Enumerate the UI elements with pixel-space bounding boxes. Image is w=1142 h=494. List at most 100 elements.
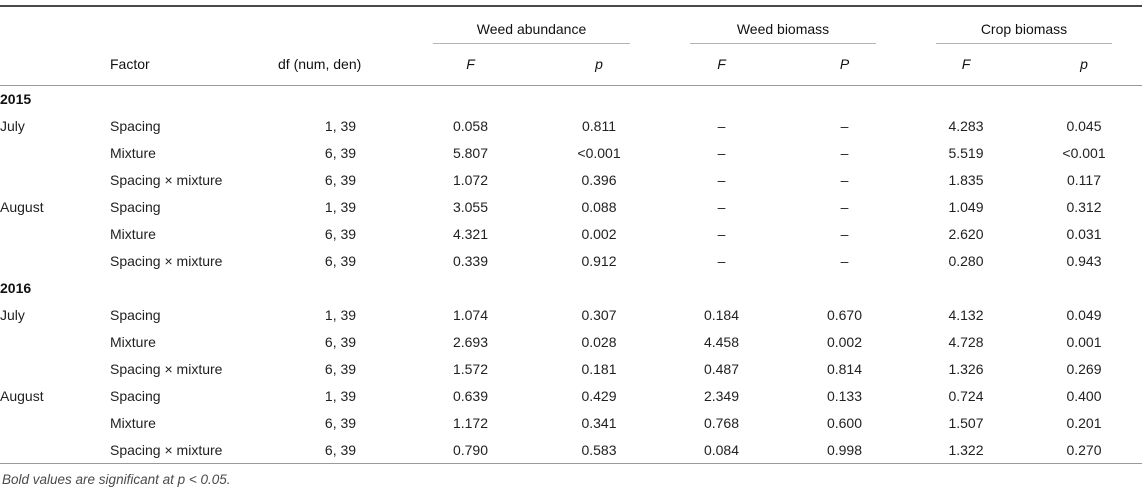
wa-p-cell: 0.181: [581, 360, 617, 377]
cb-f-cell: 4.728: [948, 333, 984, 350]
group-header-weed-biomass: Weed biomass: [660, 6, 906, 44]
wa-p-cell: 0.341: [581, 414, 617, 431]
sub-header-row: Factor df (num, den) F p F P F p: [0, 44, 1142, 85]
month-cell: [0, 247, 110, 274]
cb-p-cell: 0.400: [1066, 387, 1102, 404]
wa-f-cell: 4.321: [452, 225, 489, 242]
cb-p-cell: 0.943: [1066, 252, 1102, 269]
wb-f-cell: 4.458: [703, 333, 740, 350]
month-cell: July: [0, 306, 25, 323]
wa-f-cell: 1.074: [452, 306, 489, 323]
df-cell: 6, 39: [324, 414, 357, 431]
cb-p-cell: 0.312: [1066, 198, 1102, 215]
cb-p-cell: 0.001: [1066, 333, 1102, 350]
df-cell: 6, 39: [324, 144, 357, 161]
wb-p-cell: 0.814: [826, 360, 863, 377]
wb-f-cell: –: [717, 117, 726, 134]
cb-f-cell: 1.326: [948, 360, 984, 377]
cb-f-cell: 1.835: [948, 171, 984, 188]
cb-p-cell: 0.117: [1067, 171, 1101, 188]
cb-f-cell: 1.507: [948, 414, 984, 431]
wb-f-cell: –: [717, 144, 726, 161]
year-row-2016: 2016: [0, 274, 1142, 301]
group-label: Weed abundance: [476, 21, 587, 37]
wa-f-cell: 3.055: [452, 198, 489, 215]
wb-p-cell: 0.600: [826, 414, 863, 431]
table-row: July Spacing 1, 39 1.074 0.307 0.184 0.6…: [0, 301, 1142, 328]
cb-f-cell: 1.322: [948, 441, 984, 458]
month-cell: [0, 139, 110, 166]
month-cell: August: [0, 198, 44, 215]
wa-f-cell: 1.172: [452, 414, 489, 431]
empty-header-cell: [110, 6, 278, 44]
year-row-2015: 2015: [0, 85, 1142, 112]
month-cell: [0, 436, 110, 463]
factor-cell: Spacing × mixture: [110, 441, 223, 458]
year-label: 2016: [0, 279, 32, 296]
wb-p-cell: 0.998: [826, 441, 863, 458]
table-row: August Spacing 1, 39 0.639 0.429 2.349 0…: [0, 382, 1142, 409]
weed-abundance-f-header: F: [466, 56, 475, 73]
empty-header-cell: [278, 6, 403, 44]
cb-p-cell: 0.049: [1066, 306, 1102, 323]
wa-p-cell: 0.811: [582, 117, 616, 134]
cb-p-cell: 0.269: [1066, 360, 1102, 377]
wb-f-cell: 0.487: [703, 360, 740, 377]
cb-p-cell: 0.201: [1066, 414, 1102, 431]
df-cell: 1, 39: [324, 306, 357, 323]
wb-p-cell: –: [840, 225, 849, 242]
factor-column-header: Factor: [110, 56, 150, 73]
wb-f-cell: –: [717, 198, 726, 215]
month-cell: [0, 166, 110, 193]
anova-results-table: Weed abundance Weed biomass Crop biomass…: [0, 5, 1142, 463]
wa-p-cell: 0.912: [581, 252, 617, 269]
wa-f-cell: 0.339: [452, 252, 489, 269]
df-cell: 6, 39: [324, 171, 357, 188]
wa-p-cell: 0.088: [581, 198, 617, 215]
wa-p-cell: 0.583: [581, 441, 617, 458]
cb-f-cell: 0.724: [948, 387, 984, 404]
wb-f-cell: –: [717, 171, 726, 188]
wb-f-cell: –: [717, 252, 726, 269]
year-label: 2015: [0, 90, 32, 107]
wa-p-cell: <0.001: [577, 144, 621, 161]
weed-biomass-p-header: P: [839, 56, 850, 73]
cb-f-cell: 0.280: [948, 252, 984, 269]
wa-f-cell: 2.693: [452, 333, 489, 350]
factor-cell: Spacing × mixture: [110, 360, 223, 377]
factor-cell: Spacing × mixture: [110, 252, 223, 269]
wa-f-cell: 0.639: [452, 387, 489, 404]
table-row: Spacing × mixture 6, 39 1.572 0.181 0.48…: [0, 355, 1142, 382]
wb-p-cell: –: [840, 117, 849, 134]
table-row: Mixture 6, 39 4.321 0.002 – – 2.620 0.03…: [0, 220, 1142, 247]
wb-p-cell: –: [840, 144, 849, 161]
month-cell: July: [0, 117, 25, 134]
group-label: Crop biomass: [980, 21, 1068, 37]
cb-f-cell: 4.132: [948, 306, 984, 323]
wa-f-cell: 1.072: [452, 171, 489, 188]
bottom-rule: Bold values are significant at p < 0.05.: [0, 463, 1142, 487]
df-cell: 1, 39: [324, 117, 357, 134]
month-cell: August: [0, 387, 44, 404]
wa-p-cell: 0.429: [581, 387, 617, 404]
cb-f-cell: 1.049: [948, 198, 984, 215]
cb-p-cell: <0.001: [1062, 144, 1106, 161]
wb-f-cell: 0.768: [703, 414, 740, 431]
wa-f-cell: 5.807: [452, 144, 489, 161]
month-cell: [0, 409, 110, 436]
df-cell: 6, 39: [324, 441, 357, 458]
factor-cell: Mixture: [110, 414, 156, 431]
wb-p-cell: –: [840, 171, 849, 188]
empty-header-cell: [0, 6, 110, 44]
cb-f-cell: 2.620: [948, 225, 984, 242]
group-underline: [433, 43, 630, 44]
wa-f-cell: 0.058: [452, 117, 489, 134]
wb-p-cell: –: [840, 198, 849, 215]
wb-f-cell: 0.084: [703, 441, 740, 458]
wa-f-cell: 1.572: [452, 360, 489, 377]
wa-f-cell: 0.790: [452, 441, 489, 458]
wb-p-cell: 0.133: [826, 387, 863, 404]
month-cell: [0, 220, 110, 247]
